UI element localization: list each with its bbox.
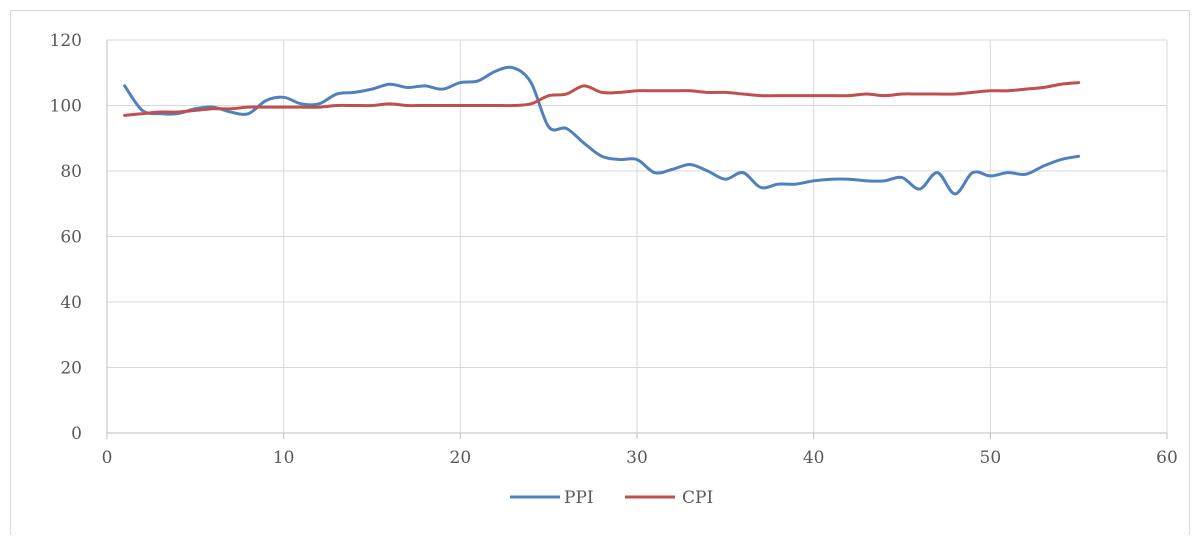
series-line-ppi [123, 65, 1081, 196]
y-tick-label: 120 [50, 31, 82, 51]
x-tick-label: 40 [803, 448, 825, 468]
series-line-cpi [123, 81, 1081, 117]
x-tick-label: 30 [626, 448, 648, 468]
y-tick-labels: 0 20 40 60 80 100 120 [50, 31, 82, 444]
y-tick-label: 80 [60, 162, 82, 182]
legend-label-ppi: PPI [564, 488, 594, 508]
y-tick-label: 100 [50, 97, 82, 117]
x-tick-label: 0 [102, 448, 113, 468]
y-tick-label: 60 [60, 228, 82, 248]
x-tick-label: 60 [1156, 448, 1178, 468]
y-tick-label: 0 [71, 424, 82, 444]
x-tick-labels: 0 10 20 30 40 50 60 [102, 448, 1178, 468]
chart-frame [10, 10, 1190, 535]
legend: PPI CPI [510, 488, 713, 508]
x-tick-label: 20 [450, 448, 472, 468]
x-tick-label: 10 [273, 448, 295, 468]
y-tick-label: 20 [60, 359, 82, 379]
y-tick-label: 40 [60, 293, 82, 313]
gridlines [107, 39, 1168, 433]
x-tick-label: 50 [980, 448, 1002, 468]
series-lines [123, 65, 1081, 196]
axes [106, 40, 1168, 439]
legend-label-cpi: CPI [682, 488, 713, 508]
